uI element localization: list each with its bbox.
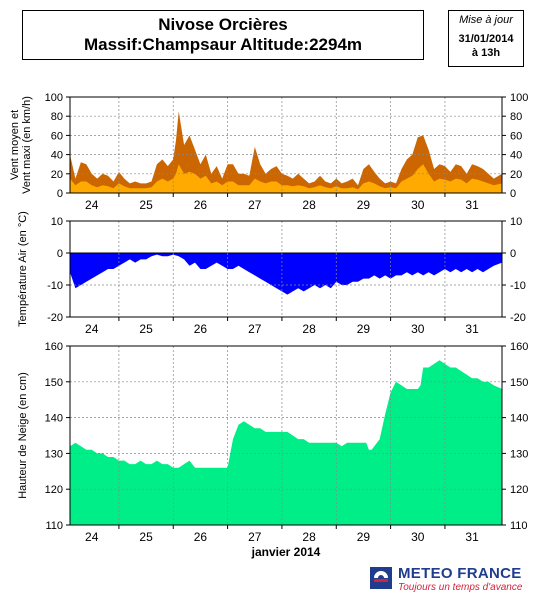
- update-label: Mise à jour: [459, 14, 513, 26]
- x-tick-label: 25: [139, 198, 153, 212]
- y-tick-label-right: -20: [510, 312, 526, 324]
- y-tick-label: 40: [51, 150, 63, 162]
- logo-name: METEO FRANCE: [398, 565, 522, 582]
- y-tick-label: 0: [57, 248, 63, 260]
- y-tick-label-right: -10: [510, 280, 526, 292]
- x-tick-label: 27: [248, 530, 262, 544]
- y-tick-label: 130: [45, 448, 63, 460]
- plot-frame: [69, 96, 503, 194]
- x-tick-label: 29: [357, 322, 371, 336]
- x-tick-label: 30: [411, 530, 425, 544]
- chart-title-box: Nivose Orcières Massif:Champsaur Altitud…: [22, 10, 424, 60]
- x-tick-label: 30: [411, 322, 425, 336]
- x-tick-label: 25: [139, 530, 153, 544]
- x-tick-label: 28: [302, 530, 316, 544]
- y-axis-label: Hauteur de Neige (en cm): [17, 372, 29, 499]
- y-tick-label: -20: [47, 312, 63, 324]
- y-tick-label: 150: [45, 377, 63, 389]
- x-tick-label: 26: [194, 198, 208, 212]
- series-area-3-1: [70, 360, 502, 525]
- x-tick-label: 24: [85, 322, 99, 336]
- x-tick-label: 24: [85, 198, 99, 212]
- update-date: 31/01/2014: [458, 33, 514, 45]
- y-axis-label: Vent maxi (en km/h): [21, 96, 33, 194]
- x-tick-label: 27: [248, 198, 262, 212]
- y-tick-label: 160: [45, 341, 63, 353]
- y-tick-label: 120: [45, 484, 63, 496]
- x-tick-label: 27: [248, 322, 262, 336]
- x-tick-label: 31: [465, 322, 479, 336]
- y-tick-label: 140: [45, 413, 63, 425]
- plot-frame: [69, 220, 503, 318]
- x-tick-label: 26: [194, 530, 208, 544]
- y-tick-label: 80: [51, 111, 63, 123]
- update-time: à 13h: [471, 47, 501, 59]
- meteo-france-logo-icon: [370, 567, 392, 589]
- meteo-france-logo: METEO FRANCE Toujours un temps d'avance: [370, 564, 538, 594]
- x-axis-label: janvier 2014: [251, 545, 321, 559]
- x-tick-label: 31: [465, 530, 479, 544]
- y-axis-label: Température Air (en °C): [17, 211, 29, 327]
- x-tick-label: 26: [194, 322, 208, 336]
- y-tick-label: 100: [45, 92, 63, 104]
- y-tick-label-right: 160: [510, 341, 528, 353]
- logo-tagline: Toujours un temps d'avance: [398, 582, 523, 593]
- y-tick-label: -10: [47, 280, 63, 292]
- x-tick-label: 30: [411, 198, 425, 212]
- y-tick-label: 20: [51, 169, 63, 181]
- plot-frame: [69, 345, 503, 526]
- x-tick-label: 28: [302, 198, 316, 212]
- y-tick-label: 10: [51, 216, 63, 228]
- y-tick-label-right: 60: [510, 130, 522, 142]
- series-area-1-2: [70, 164, 502, 193]
- series-area-2-1: [70, 253, 502, 295]
- x-tick-label: 28: [302, 322, 316, 336]
- y-tick-label-right: 100: [510, 92, 528, 104]
- y-tick-label: 0: [57, 188, 63, 200]
- y-tick-label: 110: [45, 520, 63, 532]
- y-tick-label-right: 130: [510, 448, 528, 460]
- y-tick-label: 60: [51, 130, 63, 142]
- massif-title: Massif:Champsaur Altitude:2294m: [83, 35, 363, 54]
- x-tick-label: 31: [465, 198, 479, 212]
- y-tick-label-right: 80: [510, 111, 522, 123]
- y-tick-label-right: 0: [510, 188, 516, 200]
- x-tick-label: 24: [85, 530, 99, 544]
- y-tick-label-right: 20: [510, 169, 522, 181]
- update-box: Mise à jour 31/01/2014 à 13h: [448, 10, 524, 67]
- y-tick-label-right: 150: [510, 377, 528, 389]
- y-tick-label-right: 40: [510, 150, 522, 162]
- x-tick-label: 25: [139, 322, 153, 336]
- y-tick-label-right: 120: [510, 484, 528, 496]
- y-tick-label-right: 140: [510, 413, 528, 425]
- station-title: Nivose Orcières: [158, 15, 288, 34]
- y-tick-label-right: 110: [510, 520, 528, 532]
- y-tick-label-right: 10: [510, 216, 522, 228]
- x-tick-label: 29: [357, 198, 371, 212]
- x-tick-label: 29: [357, 530, 371, 544]
- y-axis-label: Vent moyen et: [9, 110, 21, 180]
- y-tick-label-right: 0: [510, 248, 516, 260]
